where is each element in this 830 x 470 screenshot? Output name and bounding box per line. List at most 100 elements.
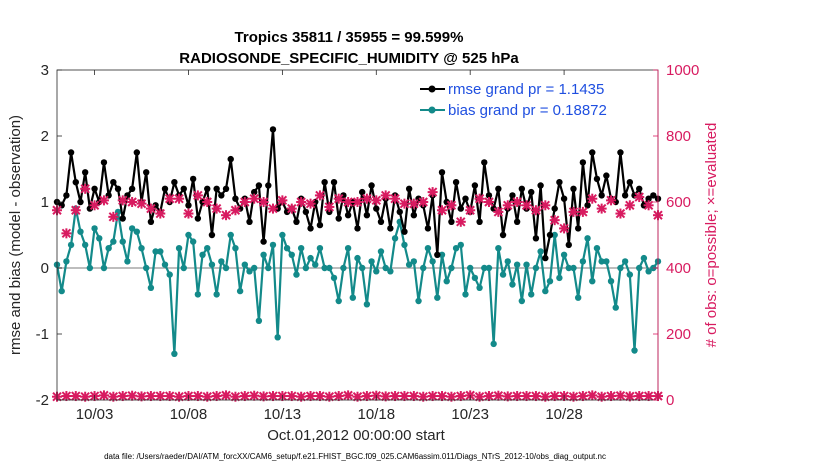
rmse-point [476, 218, 483, 225]
obs-possible-marker [493, 390, 504, 401]
rmse-point [316, 221, 324, 229]
bias-point [236, 287, 244, 295]
obs-possible-marker [314, 391, 325, 402]
bias-point [499, 271, 507, 278]
bias-point [542, 287, 549, 295]
obs-possible-marker [164, 391, 175, 402]
rmse-point [405, 185, 413, 192]
rmse-point [532, 235, 540, 242]
rmse-point [471, 182, 479, 189]
obs-evaluated-marker [361, 193, 372, 204]
obs-possible-marker [540, 391, 551, 402]
bias-point [316, 245, 324, 252]
obs-evaluated-marker [343, 197, 354, 207]
bias-point [119, 238, 126, 245]
right-y-axis-label: # of obs: o=possible; ×=evaluated [703, 123, 720, 348]
obs-possible-marker [192, 391, 203, 402]
obs-evaluated-marker [324, 201, 335, 212]
obs-possible-marker [437, 391, 448, 402]
obs-evaluated-marker [437, 205, 448, 216]
bias-point [269, 241, 277, 249]
obs-evaluated-marker [98, 195, 109, 206]
obs-possible-marker [634, 391, 645, 402]
obs-evaluated-marker [296, 197, 307, 207]
obs-evaluated-marker [155, 208, 166, 219]
rmse-point [551, 205, 558, 212]
bias-point [321, 264, 328, 272]
obs-possible-marker [305, 391, 316, 402]
obs-possible-marker [418, 391, 429, 402]
obs-possible-marker [145, 391, 156, 402]
obs-possible-marker [98, 390, 109, 401]
rmse-point [410, 212, 418, 219]
bias-point [208, 261, 216, 268]
rmse-point [227, 155, 234, 163]
bias-point [105, 245, 112, 252]
y-right-tick-label: 400 [666, 260, 691, 277]
rmse-point [81, 169, 89, 176]
obs-possible-marker [333, 391, 344, 402]
bias-point [180, 264, 187, 272]
rmse-point [344, 212, 352, 219]
bias-point [255, 317, 263, 324]
bias-point [67, 241, 75, 249]
rmse-point [593, 175, 601, 183]
bias-point [551, 231, 558, 239]
obs-possible-marker [483, 391, 494, 402]
obs-evaluated-marker [192, 190, 203, 201]
rmse-point [499, 231, 507, 239]
bias-series [53, 205, 662, 357]
bias-point [579, 258, 587, 265]
bias-point [283, 245, 291, 252]
legend-rmse-marker [428, 85, 436, 93]
rmse-point [485, 192, 493, 199]
obs-evaluated-marker [333, 193, 344, 204]
rmse-point [161, 185, 169, 192]
bias-point [349, 294, 357, 301]
rmse-point [387, 225, 394, 232]
obs-evaluated-marker [596, 203, 607, 214]
legend-rmse-label: rmse grand pr = 1.1435 [448, 81, 604, 98]
rmse-point [63, 192, 70, 199]
rmse-point [518, 185, 526, 192]
rmse-point [546, 231, 554, 239]
obs-evaluated-marker [164, 193, 175, 204]
obs-evaluated-marker [211, 203, 222, 214]
bias-point [157, 248, 164, 255]
rmse-point [213, 185, 220, 192]
legend-bias-label: bias grand pr = 0.18872 [448, 102, 607, 119]
obs-possible-marker [643, 391, 654, 402]
rmse-point [621, 192, 629, 199]
rmse-point [180, 185, 187, 192]
obs-possible-marker [61, 391, 72, 402]
rmse-point [650, 192, 657, 199]
rmse-point [260, 238, 267, 245]
bias-point [462, 291, 469, 298]
obs-evaluated-marker [540, 200, 551, 211]
rmse-point [265, 182, 272, 189]
rmse-point [579, 159, 587, 166]
bias-point [133, 228, 141, 235]
rmse-point [537, 182, 544, 189]
rmse-point [645, 195, 652, 202]
rmse-point [368, 182, 375, 189]
legend-box [415, 76, 655, 122]
rmse-point [255, 182, 263, 189]
x-tick-label: 10/13 [264, 406, 302, 423]
bias-point [279, 231, 286, 239]
rmse-point [565, 241, 572, 249]
obs-evaluated-marker [408, 198, 419, 209]
obs-evaluated-marker [202, 197, 213, 207]
bias-point [457, 241, 464, 249]
obs-evaluated-marker [455, 216, 466, 227]
bias-point [171, 350, 178, 357]
legend: rmse grand pr = 1.1435 bias grand pr = 0… [415, 76, 655, 122]
rmse-point [462, 195, 469, 202]
obs-possible-marker [512, 391, 523, 402]
bias-point [128, 225, 136, 232]
obs-evaluated-marker [249, 193, 260, 204]
rmse-point [72, 179, 79, 186]
obs-evaluated-marker [239, 197, 250, 207]
obs-series [52, 183, 663, 402]
